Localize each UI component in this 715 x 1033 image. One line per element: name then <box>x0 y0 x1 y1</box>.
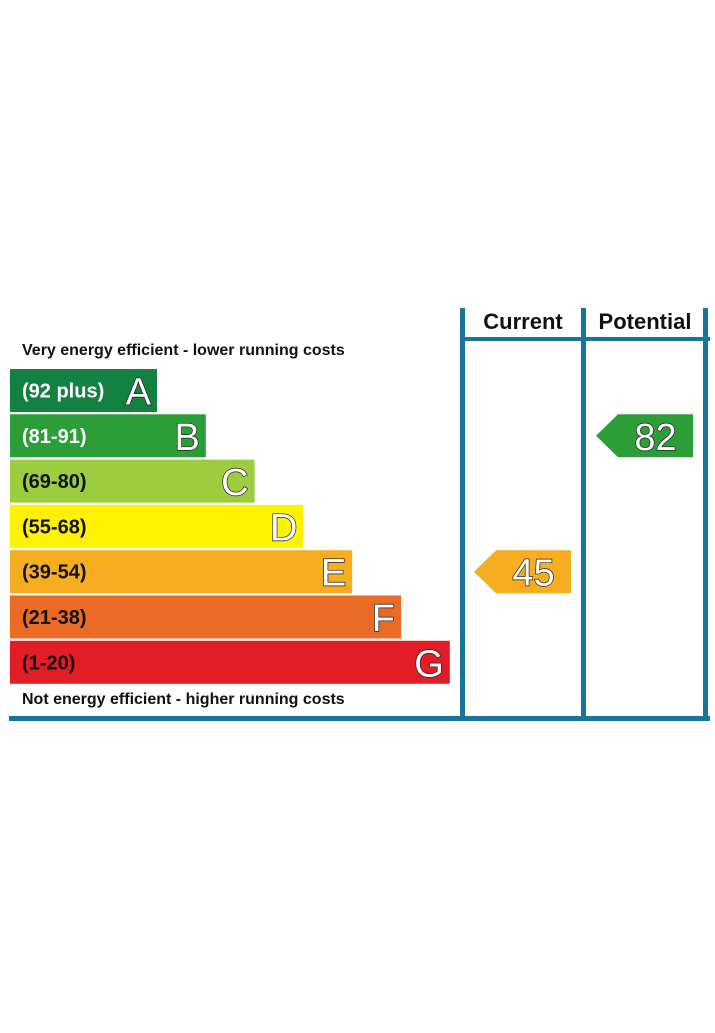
score-arrow-shape <box>474 550 571 594</box>
score-value: 45 <box>512 553 554 595</box>
band-letter: A <box>126 372 152 414</box>
rating-band-e: (39-54) E <box>10 550 353 595</box>
band-range-label: (1-20) <box>22 652 75 674</box>
frame-divider <box>703 308 708 720</box>
band-letter: D <box>270 507 297 549</box>
bottom-caption: Not energy efficient - higher running co… <box>22 691 345 708</box>
rating-band-a: (92 plus) A <box>10 369 157 414</box>
rating-band-f: (21-38) F <box>10 595 401 641</box>
band-letter: E <box>321 553 346 595</box>
bottom-rule <box>9 716 710 721</box>
potential-score-arrow: 82 <box>596 414 693 459</box>
potential-column-header: Potential <box>599 309 692 334</box>
band-bar <box>10 504 304 548</box>
band-range-label: (69-80) <box>22 471 86 493</box>
rating-bands: (92 plus) A(81-91) B(69-80) C(55-68) D(39-54… <box>10 369 450 686</box>
band-bar <box>10 414 206 458</box>
current-column-header: Current <box>483 309 563 334</box>
rating-band-d: (55-68) D <box>10 504 304 550</box>
score-arrow-shape <box>596 414 693 458</box>
band-range-label: (39-54) <box>22 562 86 584</box>
band-bar <box>10 550 353 594</box>
band-bar <box>10 459 255 503</box>
frame-divider <box>460 308 465 720</box>
top-caption: Very energy efficient - lower running co… <box>22 342 345 359</box>
band-bar <box>10 640 450 684</box>
score-arrows: 45 82 <box>474 414 693 595</box>
header-rule <box>460 337 710 341</box>
band-range-label: (21-38) <box>22 607 86 629</box>
band-letter: G <box>414 643 444 685</box>
rating-band-g: (1-20) G <box>10 640 450 686</box>
score-value: 82 <box>634 417 676 459</box>
chart-frame <box>9 308 710 721</box>
band-bar <box>10 595 401 639</box>
rating-band-c: (69-80) C <box>10 459 255 505</box>
band-letter: C <box>221 462 248 504</box>
band-range-label: (92 plus) <box>22 381 104 403</box>
rating-band-b: (81-91) B <box>10 414 206 459</box>
current-score-arrow: 45 <box>474 550 571 595</box>
frame-divider <box>581 308 586 720</box>
band-range-label: (55-68) <box>22 516 86 538</box>
band-letter: B <box>174 417 199 459</box>
band-letter: F <box>372 598 395 640</box>
band-bar <box>10 369 157 412</box>
band-range-label: (81-91) <box>22 426 86 448</box>
